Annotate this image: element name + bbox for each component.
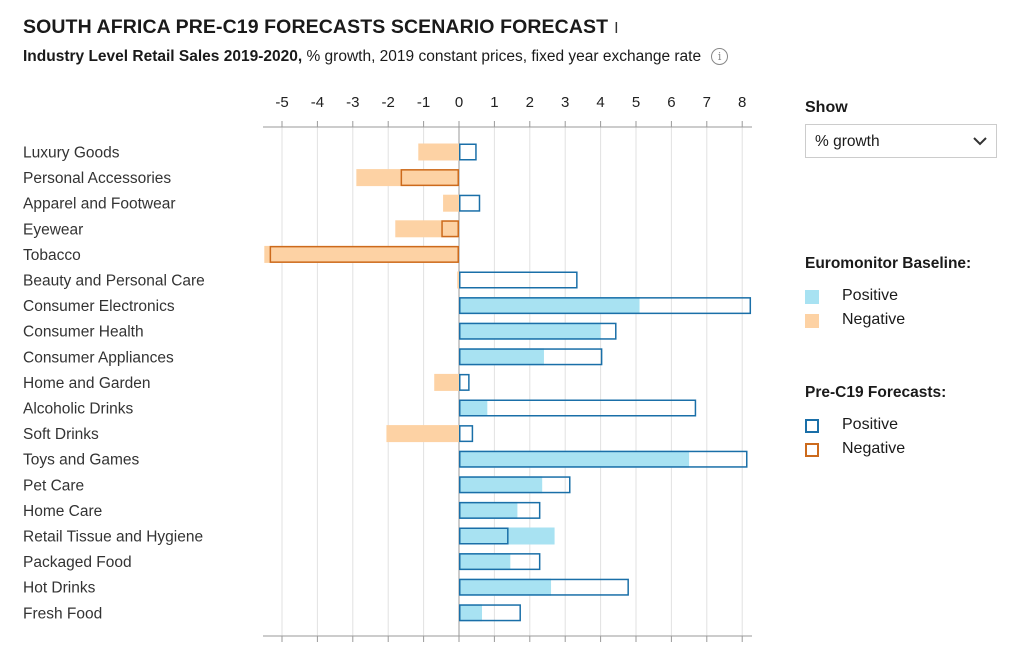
x-tick-label: 5 bbox=[632, 94, 640, 111]
category-label: Tobacco bbox=[23, 247, 81, 264]
baseline-bar bbox=[459, 578, 552, 596]
forecast-bar bbox=[459, 501, 541, 519]
forecast-positive-swatch bbox=[805, 419, 819, 433]
x-tick-label: 3 bbox=[561, 94, 569, 111]
chart-subtitle: Industry Level Retail Sales 2019-2020, %… bbox=[23, 48, 729, 66]
x-tick-label: -2 bbox=[382, 94, 395, 111]
baseline-bar bbox=[443, 194, 459, 212]
forecast-bar bbox=[441, 220, 459, 238]
x-tick-label: 8 bbox=[738, 94, 746, 111]
forecast-bar bbox=[459, 450, 748, 468]
category-label: Eyewear bbox=[23, 221, 83, 238]
category-label: Fresh Food bbox=[23, 605, 102, 622]
show-dropdown-value: % growth bbox=[815, 133, 880, 150]
forecast-bar bbox=[459, 604, 521, 622]
forecast-bar bbox=[459, 425, 474, 443]
chart-title-text: SOUTH AFRICA PRE-C19 FORECASTS SCENARIO … bbox=[23, 16, 609, 38]
forecast-negative-swatch bbox=[805, 443, 819, 457]
baseline-bar bbox=[418, 143, 459, 161]
baseline-bar bbox=[434, 373, 459, 391]
forecast-bar bbox=[459, 348, 603, 366]
x-tick-label: 1 bbox=[490, 94, 498, 111]
chevron-down-icon bbox=[973, 137, 987, 146]
baseline-bar bbox=[459, 399, 488, 417]
legend-label: Positive bbox=[842, 287, 899, 304]
category-label: Home Care bbox=[23, 503, 102, 520]
category-label: Hot Drinks bbox=[23, 580, 96, 597]
x-tick-label: -4 bbox=[311, 94, 324, 111]
chart-subtitle-bold: Industry Level Retail Sales 2019-2020, bbox=[23, 48, 303, 65]
baseline-bar bbox=[386, 425, 459, 443]
baseline-bar bbox=[459, 553, 511, 571]
show-label: Show bbox=[805, 99, 848, 116]
x-tick-label: 0 bbox=[455, 94, 463, 111]
category-label: Toys and Games bbox=[23, 452, 140, 469]
baseline-bar bbox=[459, 527, 555, 545]
text-cursor: I bbox=[614, 20, 619, 37]
baseline-bar bbox=[356, 169, 459, 187]
chart-subtitle-rest: % growth, 2019 constant prices, fixed ye… bbox=[302, 48, 702, 65]
baseline-bar bbox=[457, 271, 459, 289]
baseline-bar bbox=[459, 476, 543, 494]
x-tick-label: -5 bbox=[275, 94, 288, 111]
forecast-bar bbox=[459, 476, 571, 494]
category-label: Alcoholic Drinks bbox=[23, 401, 134, 418]
forecast-bar bbox=[459, 322, 617, 340]
category-label: Pet Care bbox=[23, 477, 84, 494]
category-label: Packaged Food bbox=[23, 554, 132, 571]
x-tick-label: -3 bbox=[346, 94, 359, 111]
chart-title: SOUTH AFRICA PRE-C19 FORECASTS SCENARIO … bbox=[23, 16, 619, 39]
info-icon[interactable]: i bbox=[711, 48, 729, 65]
baseline-bar bbox=[395, 220, 459, 238]
baseline-bar bbox=[264, 245, 459, 263]
category-label: Luxury Goods bbox=[23, 145, 120, 162]
forecast-bar bbox=[459, 297, 752, 315]
baseline-bar bbox=[459, 297, 640, 315]
x-tick-label: 6 bbox=[667, 94, 675, 111]
category-label: Consumer Electronics bbox=[23, 298, 175, 315]
forecast-bar bbox=[459, 399, 697, 417]
forecast-bar bbox=[459, 373, 470, 391]
bar-chart: -5 -4 -3 -2 -1 0 1 2 3 4 5 6 7 8 Luxury Goods Personal … bbox=[23, 94, 752, 642]
x-tick-label: 7 bbox=[703, 94, 711, 111]
baseline-bar bbox=[459, 450, 690, 468]
category-label: Retail Tissue and Hygiene bbox=[23, 529, 203, 546]
baseline-positive-swatch bbox=[805, 290, 819, 304]
category-label: Apparel and Footwear bbox=[23, 196, 176, 213]
show-dropdown[interactable]: % growth bbox=[805, 124, 997, 158]
x-tick-label: -1 bbox=[417, 94, 430, 111]
category-label: Beauty and Personal Care bbox=[23, 273, 205, 290]
forecast-bar bbox=[459, 553, 541, 571]
legend-label: Positive bbox=[842, 416, 899, 433]
category-label: Consumer Appliances bbox=[23, 349, 174, 366]
legend-forecast-title: Pre-C19 Forecasts: bbox=[805, 384, 947, 401]
baseline-bar bbox=[459, 322, 601, 340]
baseline-bar bbox=[459, 604, 483, 622]
forecast-bar bbox=[459, 527, 509, 545]
forecast-bar bbox=[459, 578, 629, 596]
legend-baseline-title: Euromonitor Baseline: bbox=[805, 255, 972, 272]
forecast-bar bbox=[400, 169, 459, 187]
baseline-bar bbox=[459, 348, 544, 366]
category-label: Soft Drinks bbox=[23, 426, 99, 443]
forecast-bar bbox=[459, 143, 477, 161]
baseline-bar bbox=[459, 501, 518, 519]
category-label: Personal Accessories bbox=[23, 170, 171, 187]
baseline-negative-swatch bbox=[805, 314, 819, 328]
x-tick-label: 4 bbox=[596, 94, 604, 111]
forecast-bar bbox=[269, 245, 459, 263]
forecast-bar bbox=[459, 194, 481, 212]
category-label: Consumer Health bbox=[23, 324, 144, 341]
category-label: Home and Garden bbox=[23, 375, 151, 392]
legend-label: Negative bbox=[842, 440, 906, 457]
legend-label: Negative bbox=[842, 311, 906, 328]
x-tick-label: 2 bbox=[526, 94, 534, 111]
forecast-bar bbox=[459, 271, 578, 289]
